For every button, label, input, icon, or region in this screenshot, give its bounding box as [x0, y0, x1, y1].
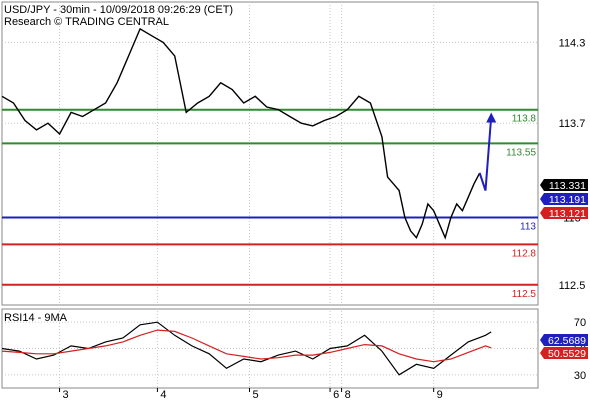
x-tick-label: 6	[333, 389, 339, 400]
level-label: 112.8	[512, 248, 537, 259]
rsi-ma-line	[1, 329, 492, 363]
level-label: 112.5	[512, 289, 537, 300]
levels: 113.8 113.55 113 112.8 112.5	[2, 108, 538, 300]
price-badge-label: 113.191	[549, 194, 586, 206]
chart-subtitle: Research © TRADING CENTRAL	[4, 16, 169, 28]
price-badge-bg	[540, 207, 588, 219]
price-tick-label: 113.7	[559, 118, 586, 130]
rsi-badge-label: 50.5529	[548, 348, 586, 360]
price-series	[1, 27, 497, 240]
price-badge-label: 113.331	[549, 180, 586, 192]
price-badge-label: 113.121	[549, 208, 586, 220]
rsi-badge-bg	[540, 334, 588, 346]
price-badge-bg	[540, 179, 588, 191]
price-tick-label: 112.5	[559, 280, 586, 292]
level-label: 113.55	[506, 147, 536, 158]
x-tick-label: 3	[63, 389, 69, 400]
rsi-tick-label: 30	[574, 370, 586, 382]
price-panel	[1, 1, 539, 306]
forecast-arrow-head	[486, 112, 497, 123]
rsi-title: RSI14 - 9MA	[4, 312, 68, 324]
rsi-series	[1, 321, 492, 376]
price-tick-label: 114.3	[559, 37, 586, 49]
rsi-line	[1, 321, 492, 376]
x-tick-label: 5	[252, 389, 258, 400]
x-tick-label: 9	[437, 389, 443, 400]
level-label: 113	[520, 221, 536, 232]
rsi-badge-bg	[540, 347, 588, 359]
chart-title: USD/JPY - 30min - 10/09/2018 09:26:29 (C…	[4, 4, 233, 16]
x-tick-label: 8	[345, 389, 351, 400]
level-label: 113.8	[512, 114, 537, 125]
price-badge-bg	[540, 193, 588, 205]
x-tick-label: 4	[160, 389, 166, 400]
rsi-badge-label: 62.5689	[548, 335, 586, 347]
price-line	[1, 27, 481, 240]
rsi-tick-label: 70	[574, 317, 586, 329]
forecast-line	[478, 116, 493, 191]
